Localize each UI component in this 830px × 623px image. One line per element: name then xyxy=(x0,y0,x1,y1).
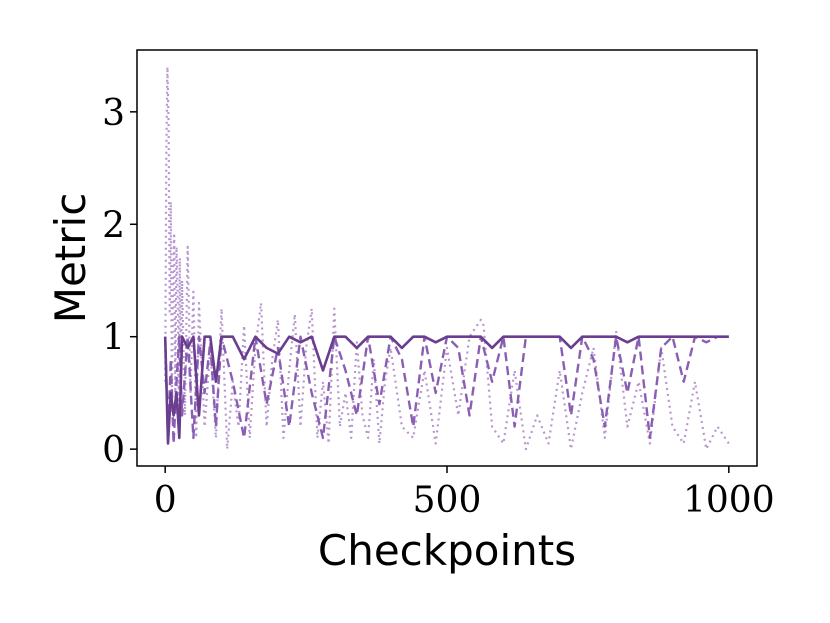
plot-frame xyxy=(136,49,758,467)
y-tick-label: 3 xyxy=(102,93,125,134)
x-tick-label: 1000 xyxy=(683,480,775,521)
x-axis: 0 500 1000 xyxy=(154,466,775,521)
y-tick-label: 2 xyxy=(102,205,125,246)
series-line-solid xyxy=(163,335,729,445)
x-tick-label: 500 xyxy=(413,480,482,521)
x-axis-label: Checkpoints xyxy=(318,526,576,575)
x-tick-label: 0 xyxy=(154,480,177,521)
y-tick-label: 1 xyxy=(102,318,125,359)
series-layer xyxy=(163,65,730,451)
series-line-dashed xyxy=(164,335,729,445)
y-tick-label: 0 xyxy=(102,430,125,471)
y-axis-label: Metric xyxy=(46,193,95,324)
y-axis: 0 1 2 3 xyxy=(102,93,137,471)
